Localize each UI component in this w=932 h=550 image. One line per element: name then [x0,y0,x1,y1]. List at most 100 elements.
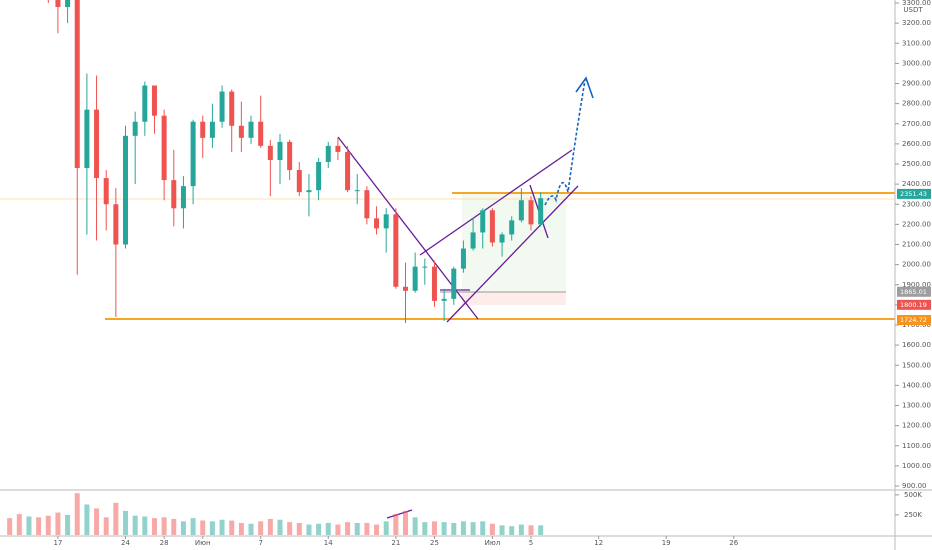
x-tick-label: 14 [324,539,333,547]
y-tick-label: 2000.00 [902,261,931,269]
volume-bar [325,522,331,535]
volume-bar [374,524,380,535]
volume-bar [470,522,476,535]
price-label: 1865.01 [900,288,927,296]
candle-body [267,145,273,160]
y-tick-label: 1900.00 [902,281,931,289]
volume-bar [248,523,254,535]
candle-body [200,121,206,138]
volume-bar [161,517,167,535]
volume-bar [412,517,418,535]
volume-bar [383,521,389,535]
candle-body [538,198,544,225]
y-tick-label: 3100.00 [902,39,931,47]
volume-bar [393,514,399,535]
candle-body [499,234,505,243]
candle-body [393,214,399,287]
volume-bar [209,521,215,535]
candle-body [161,115,167,181]
candle-body [441,298,447,301]
price-label: 2351.43 [900,190,927,198]
y-tick-label: 2100.00 [902,241,931,249]
price-label-box [897,188,931,199]
volume-bar [431,521,437,535]
candle-body [55,0,61,8]
x-tick-label: 12 [594,539,603,547]
volume-bar [306,524,312,535]
y-tick-label: 1600.00 [902,341,931,349]
price-label: 1724.72 [900,316,927,324]
candle-body [113,204,119,245]
candle-body [374,218,380,229]
candle-body [325,145,331,162]
x-tick-label: 5 [529,539,533,547]
candle-body [74,0,80,169]
volume-bar [65,514,71,535]
volume-bar [74,493,80,535]
y-tick-label: 900.00 [902,482,927,490]
volume-bar [364,522,370,535]
trend-line [337,136,479,320]
candle-body [142,85,148,122]
x-tick-label: 7 [258,539,262,547]
volume-bar [287,522,293,535]
y-tick-label: 2700.00 [902,120,931,128]
candle-body [451,268,457,299]
candle-body [94,109,100,179]
price-label-box [897,286,931,297]
candle-body [412,266,418,291]
volume-bar [499,525,505,535]
y-tick-label: 1500.00 [902,361,931,369]
y-tick-label: 2600.00 [902,140,931,148]
y-tick-label: 2200.00 [902,220,931,228]
volume-bar [277,519,283,535]
volume-bar [45,515,51,535]
candle-body [84,109,90,169]
candle-body [345,151,351,191]
loss-zone [462,292,566,305]
candle-body [171,180,177,209]
candle-body [103,178,109,205]
y-tick-label: 2800.00 [902,100,931,108]
price-label-box [897,315,931,326]
volume-bar [258,521,264,535]
x-tick-label: 17 [53,539,62,547]
x-tick-label: Июн [195,539,211,547]
volume-bar [190,518,196,535]
candle-body [190,121,196,187]
volume-bar [55,512,61,535]
candle-body [123,135,129,245]
volume-tick-label: 500K [904,491,922,499]
volume-bar [460,521,466,535]
candle-body [151,85,157,116]
y-tick-label: 2300.00 [902,200,931,208]
volume-bar [335,524,341,535]
volume-bar [94,508,100,535]
candle-body [364,190,370,219]
volume-bar [403,510,409,535]
x-tick-label: 28 [160,539,169,547]
volume-bar [16,514,22,535]
candle-body [460,248,466,269]
candle-body [518,200,524,221]
candle-body [470,232,476,249]
candle-body [277,141,283,160]
volume-bar [103,517,109,535]
volume-bar [219,519,225,535]
candle-body [335,145,341,152]
candle-body [528,200,534,225]
candle-body [248,121,254,138]
candle-body [509,220,515,235]
candle-body [383,214,389,229]
wedge-top [419,149,573,256]
volume-bar [451,522,457,535]
candle-body [306,190,312,193]
y-tick-label: 2900.00 [902,80,931,88]
volume-bar [316,523,322,535]
volume-bar [84,504,90,535]
candle-body [489,210,495,243]
volume-bar [36,517,42,535]
candle-body [209,121,215,138]
price-label-box [897,299,931,310]
y-tick-label: 3000.00 [902,59,931,67]
